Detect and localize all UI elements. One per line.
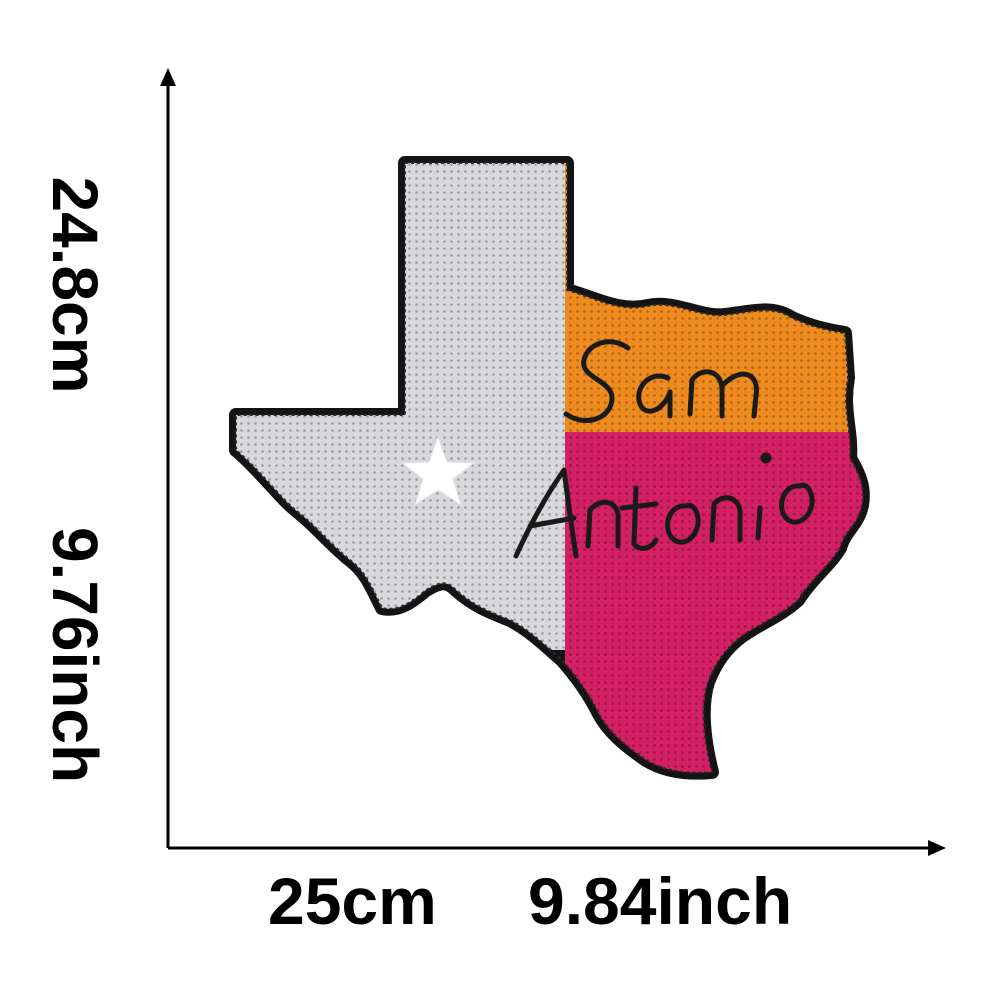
star-icon [400,435,476,507]
width-inch-label: 9.84inch [528,864,793,938]
horizontal-axis-arrow [928,840,946,856]
height-inch-label: 9.76inch [39,526,111,784]
height-cm-label: 24.8cm [39,176,111,394]
vertical-axis-arrow [160,68,176,86]
width-cm-label: 25cm [268,864,437,938]
san-antonio-lettering [513,339,815,559]
texas-patch [229,156,870,780]
